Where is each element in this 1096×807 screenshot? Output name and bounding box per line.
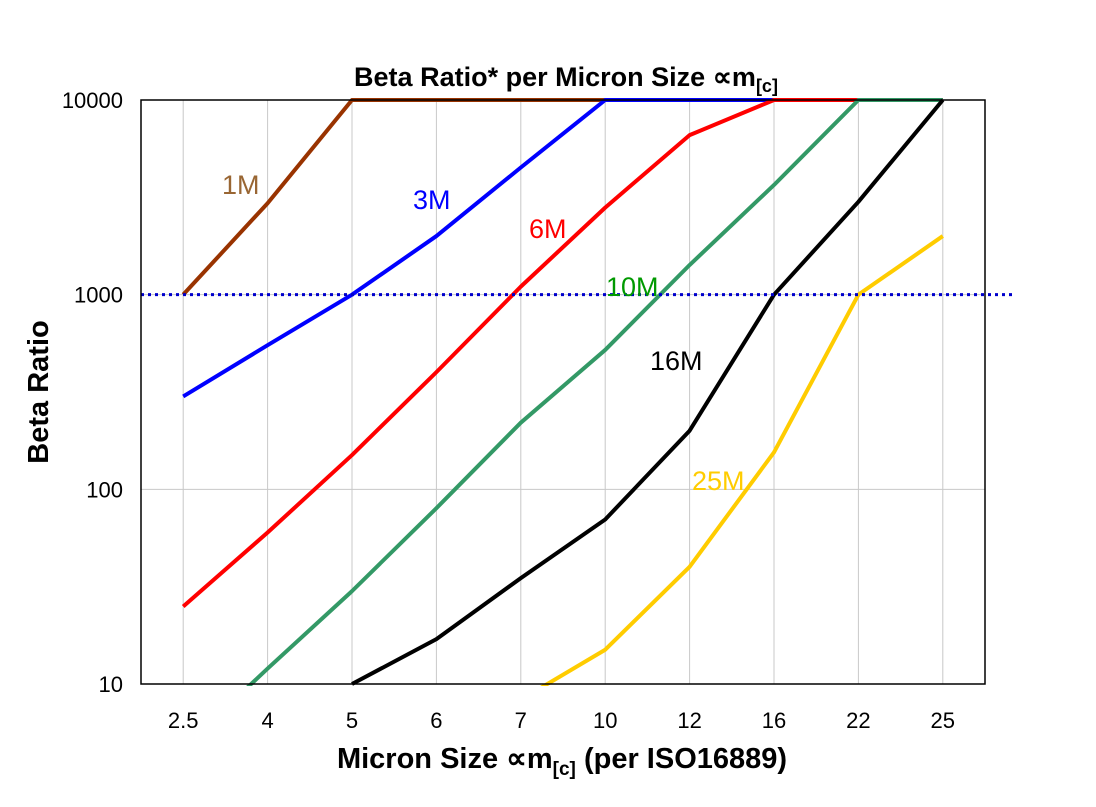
y-tick-label: 100 — [86, 477, 123, 502]
series-label-3M: 3M — [413, 185, 451, 215]
series-label-6M: 6M — [529, 214, 567, 244]
series-label-25M: 25M — [692, 466, 745, 496]
y-axis-label: Beta Ratio — [23, 320, 55, 463]
x-tick-label: 4 — [261, 708, 273, 733]
y-tick-label: 10 — [99, 672, 123, 697]
y-tick-labels: 10 100 1000 10000 — [62, 88, 123, 697]
x-tick-labels: 2.5 4 5 6 7 10 12 16 22 25 — [168, 708, 955, 733]
x-tick-label: 16 — [762, 708, 786, 733]
series-label-1M: 1M — [222, 170, 260, 200]
y-tick-label: 10000 — [62, 88, 123, 113]
series-line-25M — [540, 234, 944, 686]
x-tick-label: 2.5 — [168, 708, 199, 733]
series-label-10M: 10M — [606, 272, 659, 302]
series-label-16M: 16M — [650, 346, 703, 376]
series-line-10M — [246, 98, 943, 686]
x-tick-label: 5 — [346, 708, 358, 733]
series-lines — [181, 98, 945, 686]
series-labels: 1M 3M 6M 10M 16M 25M — [222, 170, 745, 496]
x-axis-label: Micron Size ∝m[c] (per ISO16889) — [337, 743, 787, 780]
x-tick-label: 12 — [677, 708, 701, 733]
plot-border — [140, 99, 986, 685]
y-tick-label: 1000 — [74, 283, 123, 308]
series-line-16M — [351, 98, 945, 686]
chart-title: Beta Ratio* per Micron Size ∝m[c] — [354, 62, 778, 96]
x-tick-label: 6 — [430, 708, 442, 733]
x-tick-label: 25 — [931, 708, 955, 733]
x-tick-label: 7 — [515, 708, 527, 733]
grid — [141, 99, 985, 685]
x-tick-label: 22 — [846, 708, 870, 733]
x-tick-label: 10 — [593, 708, 617, 733]
